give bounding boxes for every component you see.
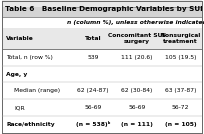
Text: Median (range): Median (range) [14, 88, 60, 93]
Bar [2, 28, 202, 49]
Text: (n = 105): (n = 105) [165, 122, 196, 127]
Text: 105 (19.5): 105 (19.5) [165, 55, 196, 60]
Text: (n = 538)ᵇ: (n = 538)ᵇ [75, 121, 110, 127]
Text: Variable: Variable [6, 36, 34, 41]
Text: Nonsurgical
treatment: Nonsurgical treatment [160, 33, 201, 44]
Text: Concomitant SUI
surgery: Concomitant SUI surgery [109, 33, 165, 44]
Text: 62 (30-84): 62 (30-84) [121, 88, 152, 93]
Text: (n = 111): (n = 111) [121, 122, 153, 127]
Text: Race/ethnicity: Race/ethnicity [6, 122, 55, 127]
Bar [2, 0, 202, 7]
Bar [2, 1, 202, 17]
Text: IQR: IQR [14, 105, 25, 110]
Text: 56-72: 56-72 [172, 105, 189, 110]
Text: Total, n (row %): Total, n (row %) [6, 55, 53, 60]
Text: 539: 539 [87, 55, 99, 60]
Text: 56-69: 56-69 [128, 105, 145, 110]
Text: 111 (20.6): 111 (20.6) [121, 55, 152, 60]
Text: Total: Total [84, 36, 101, 41]
Text: 62 (24-87): 62 (24-87) [77, 88, 109, 93]
Text: 63 (37-87): 63 (37-87) [165, 88, 196, 93]
Text: Age, y: Age, y [6, 72, 27, 77]
Text: 56-69: 56-69 [84, 105, 101, 110]
Text: n (column %), unless otherwise indicated: n (column %), unless otherwise indicated [67, 20, 204, 25]
Text: Table 6   Baseline Demographic Variables by SUI Treatment: Table 6 Baseline Demographic Variables b… [5, 6, 204, 12]
